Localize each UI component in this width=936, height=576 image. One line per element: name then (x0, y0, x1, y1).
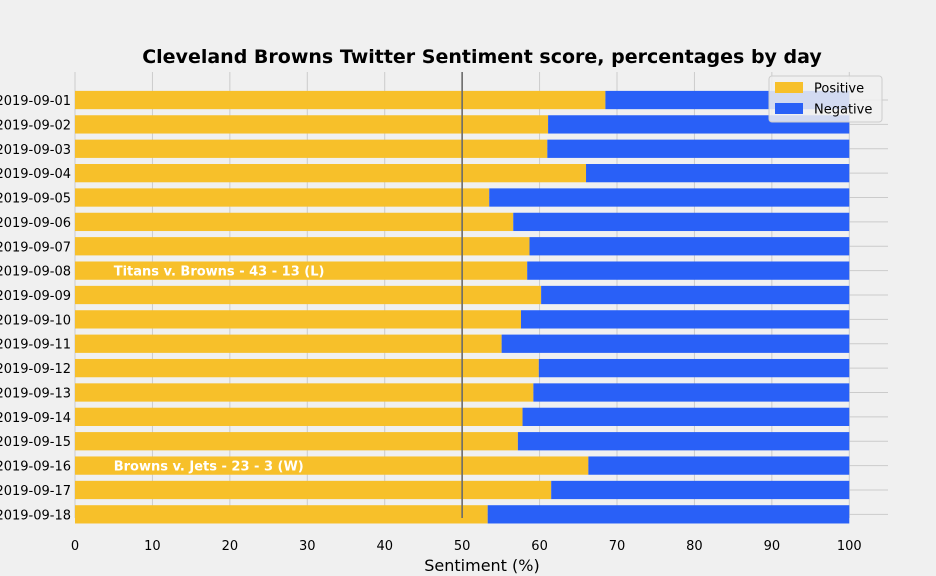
negative-bar (487, 505, 850, 524)
x-axis-label: Sentiment (%) (424, 556, 539, 575)
annotation-text: Browns v. Jets - 23 - 3 (W) (114, 460, 304, 475)
legend-label: Positive (814, 82, 864, 97)
y-tick-label: 2019-09-08 (0, 265, 71, 280)
annotations: Titans v. Browns - 43 - 13 (L) Browns v. … (114, 265, 325, 475)
y-tick-label: 2019-09-14 (0, 411, 71, 426)
negative-bar (520, 310, 850, 329)
y-tick-label: 2019-09-01 (0, 94, 71, 109)
y-tick-label: 2019-09-02 (0, 118, 71, 133)
x-tick-label: 40 (376, 539, 393, 554)
negative-bar (513, 212, 850, 232)
y-tick-label: 2019-09-16 (0, 460, 71, 475)
y-tick-label: 2019-09-12 (0, 362, 71, 377)
x-tick-label: 0 (71, 539, 79, 554)
positive-bar (75, 383, 534, 402)
negative-bar (501, 334, 850, 353)
x-tick-label: 100 (837, 539, 862, 554)
y-tick-label: 2019-09-15 (0, 435, 71, 450)
negative-bar (489, 188, 850, 207)
positive-bar (75, 358, 539, 378)
annotation-text: Titans v. Browns - 43 - 13 (L) (114, 265, 325, 280)
x-tick-label: 70 (609, 539, 626, 554)
negative-bar (588, 456, 850, 475)
positive-bar (75, 432, 518, 451)
y-tick-label: 2019-09-18 (0, 508, 71, 523)
y-tick-label: 2019-09-04 (0, 167, 71, 182)
positive-legend-swatch (775, 82, 803, 93)
chart-title: Cleveland Browns Twitter Sentiment score… (142, 46, 822, 68)
x-tick-label: 90 (764, 539, 781, 554)
x-tick-label: 20 (222, 539, 239, 554)
y-tick-label: 2019-09-03 (0, 143, 71, 158)
positive-bar (75, 90, 606, 110)
positive-bar (75, 456, 589, 475)
x-tick-labels: 0 10 20 30 40 50 60 70 80 90 100 (71, 539, 862, 554)
y-tick-label: 2019-09-06 (0, 216, 71, 231)
negative-bar (538, 358, 850, 378)
y-tick-label: 2019-09-09 (0, 289, 71, 304)
positive-bar (75, 407, 523, 426)
x-tick-label: 60 (531, 539, 548, 554)
x-tick-label: 30 (299, 539, 316, 554)
positive-bar (75, 480, 552, 500)
positive-bar (75, 334, 502, 353)
x-tick-label: 10 (144, 539, 161, 554)
positive-bar (75, 115, 549, 134)
y-tick-label: 2019-09-07 (0, 240, 71, 255)
x-tick-label: 80 (686, 539, 703, 554)
y-tick-labels: 2019-09-01 2019-09-02 2019-09-03 2019-09-04… (0, 94, 71, 523)
negative-bar (541, 285, 850, 305)
y-tick-label: 2019-09-11 (0, 338, 71, 353)
x-tick-label: 50 (454, 539, 471, 554)
legend-label: Negative (814, 103, 872, 118)
positive-bar (75, 310, 521, 329)
y-tick-label: 2019-09-17 (0, 484, 71, 499)
positive-bar (75, 188, 490, 207)
negative-bar (517, 432, 850, 451)
negative-legend-swatch (775, 103, 803, 114)
positive-bar (75, 212, 514, 232)
negative-bar (533, 383, 850, 402)
positive-bar (75, 261, 528, 280)
y-tick-label: 2019-09-10 (0, 313, 71, 328)
y-tick-label: 2019-09-05 (0, 192, 71, 207)
negative-bar (527, 261, 850, 280)
negative-bar (586, 164, 850, 183)
positive-bar (75, 285, 542, 305)
positive-bar (75, 164, 587, 183)
negative-bar (551, 480, 850, 500)
negative-bar (529, 237, 850, 256)
positive-bar (75, 505, 488, 524)
positive-bar (75, 139, 548, 158)
negative-bar (522, 407, 850, 426)
negative-bar (547, 139, 850, 158)
bars (75, 90, 850, 524)
y-tick-label: 2019-09-13 (0, 386, 71, 401)
positive-bar (75, 237, 530, 256)
legend: Positive Negative (768, 75, 883, 123)
